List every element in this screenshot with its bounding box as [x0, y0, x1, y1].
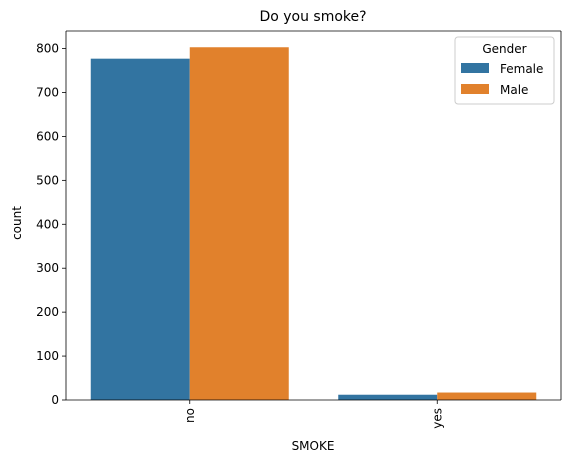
y-tick-label: 500	[36, 173, 59, 187]
plot-area: 0 100 200 300 400 500 600 700 800 no yes	[36, 30, 562, 429]
legend-label-female: Female	[500, 62, 543, 76]
y-tick-label: 800	[36, 42, 59, 56]
y-tick-label: 700	[36, 86, 59, 100]
y-tick-label: 400	[36, 217, 59, 231]
x-tick-label-no: no	[183, 408, 197, 423]
y-tick-label: 100	[36, 349, 59, 363]
chart-title: Do you smoke?	[259, 9, 366, 25]
y-tick-label: 300	[36, 261, 59, 275]
legend: Gender Female Male	[454, 36, 555, 105]
bar-male-no	[189, 47, 289, 400]
legend-swatch-male	[461, 84, 489, 94]
legend-label-male: Male	[500, 83, 528, 97]
x-axis-title: SMOKE	[292, 439, 335, 453]
y-tick-label: 200	[36, 305, 59, 319]
bar-male-yes	[437, 392, 537, 400]
y-tick-label: 0	[51, 393, 59, 407]
legend-title: Gender	[482, 42, 526, 56]
bar-female-yes	[338, 394, 438, 400]
x-tick-label-yes: yes	[430, 408, 444, 429]
bar-female-no	[90, 58, 190, 401]
y-tick-label: 600	[36, 129, 59, 143]
y-axis-title: count	[10, 206, 24, 240]
legend-swatch-female	[461, 63, 489, 73]
